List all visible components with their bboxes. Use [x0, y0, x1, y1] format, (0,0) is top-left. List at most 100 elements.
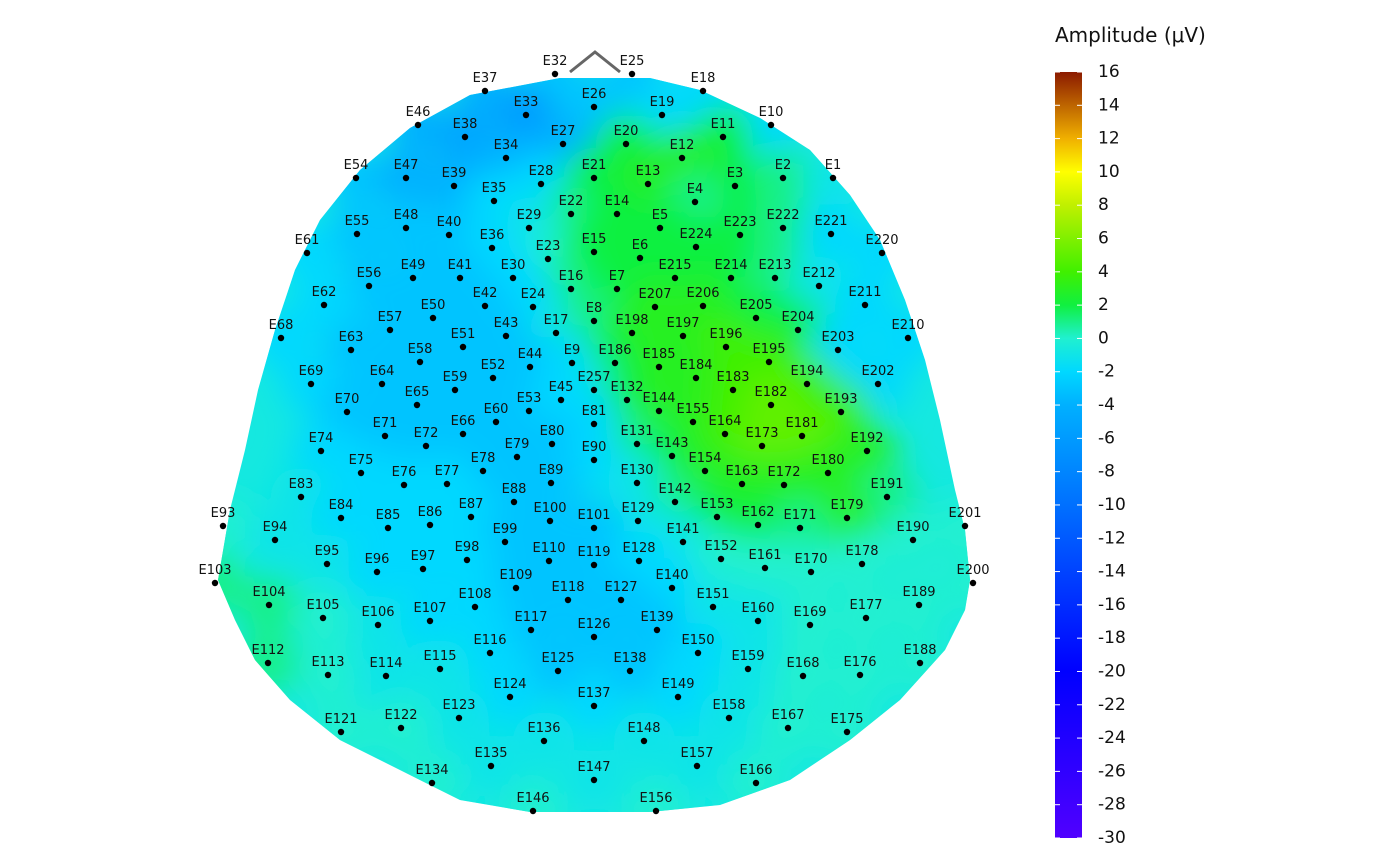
electrode-label: E121: [324, 712, 357, 727]
electrode: [719, 133, 727, 141]
electrode-label: E194: [790, 364, 823, 379]
electrode: [450, 182, 458, 190]
electrode-label: E136: [527, 721, 560, 736]
electrode: [794, 326, 802, 334]
electrode-label: E117: [514, 610, 547, 625]
colorbar: [1055, 72, 1082, 838]
electrode-label: E118: [551, 580, 584, 595]
electrode: [554, 667, 562, 675]
electrode-label: E104: [252, 585, 285, 600]
electrode-label: E184: [679, 358, 712, 373]
electrode-label: E64: [370, 364, 395, 379]
electrode: [628, 329, 636, 337]
electrode-label: E166: [739, 763, 772, 778]
electrode: [699, 87, 707, 95]
electrode: [590, 776, 598, 784]
electrode: [525, 224, 533, 232]
electrode: [443, 480, 451, 488]
electrode: [343, 408, 351, 416]
amplitude-blob: [218, 553, 245, 613]
electrode: [635, 557, 643, 565]
electrode-label: E172: [767, 465, 800, 480]
electrode-label: E132: [610, 380, 643, 395]
electrode: [529, 807, 537, 815]
electrode-label: E138: [613, 651, 646, 666]
electrode: [915, 601, 923, 609]
electrode: [265, 601, 273, 609]
electrode: [611, 359, 619, 367]
electrode-label: E224: [679, 227, 712, 242]
electrode: [668, 452, 676, 460]
electrode: [297, 493, 305, 501]
electrode-label: E49: [401, 258, 426, 273]
electrode-label: E125: [541, 651, 574, 666]
electrode-label: E182: [754, 385, 787, 400]
colorbar-ticks: -30-28-26-24-22-20-18-16-14-12-10-8-6-4-…: [1055, 62, 1126, 848]
electrode: [590, 174, 598, 182]
electrode: [916, 659, 924, 667]
colorbar-tick-label: 14: [1098, 95, 1120, 115]
electrode: [378, 380, 386, 388]
electrode-label: E51: [451, 327, 476, 342]
electrode: [374, 621, 382, 629]
electrode-label: E87: [459, 497, 484, 512]
electrode: [426, 617, 434, 625]
electrode: [651, 303, 659, 311]
electrode-label: E32: [543, 54, 568, 69]
electrode: [548, 440, 556, 448]
electrode-label: E144: [642, 391, 675, 406]
electrode-label: E169: [793, 605, 826, 620]
electrode: [564, 596, 572, 604]
electrode: [736, 231, 744, 239]
electrode: [803, 380, 811, 388]
electrode: [633, 440, 641, 448]
electrode-label: E124: [493, 677, 526, 692]
electrode: [807, 568, 815, 576]
electrode-label: E221: [814, 214, 847, 229]
electrode-label: E3: [727, 166, 744, 181]
electrode-label: E158: [712, 698, 745, 713]
electrode-label: E188: [903, 643, 936, 658]
electrode-label: E18: [691, 71, 716, 86]
colorbar-tick-label: -18: [1098, 628, 1126, 648]
electrode: [904, 334, 912, 342]
electrode-label: E83: [289, 477, 314, 492]
electrode: [487, 762, 495, 770]
electrode: [557, 396, 565, 404]
electrode: [653, 626, 661, 634]
electrode-label: E1: [825, 158, 842, 173]
electrode-label: E45: [549, 380, 574, 395]
electrode-label: E152: [704, 539, 737, 554]
electrode-label: E47: [394, 158, 419, 173]
colorbar-tick-label: -12: [1098, 528, 1126, 548]
electrode: [488, 244, 496, 252]
electrode: [461, 133, 469, 141]
electrode: [843, 514, 851, 522]
electrode-label: E13: [636, 164, 661, 179]
electrode-label: E39: [442, 166, 467, 181]
electrode-label: E181: [785, 416, 818, 431]
electrode: [722, 343, 730, 351]
electrode: [402, 174, 410, 182]
colorbar-tick-label: -24: [1098, 728, 1126, 748]
electrode: [767, 401, 775, 409]
electrode: [540, 737, 548, 745]
electrode-label: E7: [609, 269, 626, 284]
electrode: [551, 70, 559, 78]
electrode: [502, 332, 510, 340]
electrode-label: E17: [544, 313, 569, 328]
electrode: [701, 467, 709, 475]
electrode-label: E191: [870, 477, 903, 492]
electrode-label: E16: [559, 269, 584, 284]
colorbar-tick-label: -14: [1098, 562, 1126, 582]
electrode: [486, 649, 494, 657]
electrode: [317, 447, 325, 455]
electrode: [436, 665, 444, 673]
electrode: [754, 617, 762, 625]
electrode: [590, 317, 598, 325]
electrode-label: E38: [453, 117, 478, 132]
electrode: [590, 103, 598, 111]
electrode-label: E211: [848, 285, 881, 300]
electrode-label: E110: [532, 541, 565, 556]
electrode: [303, 249, 311, 257]
